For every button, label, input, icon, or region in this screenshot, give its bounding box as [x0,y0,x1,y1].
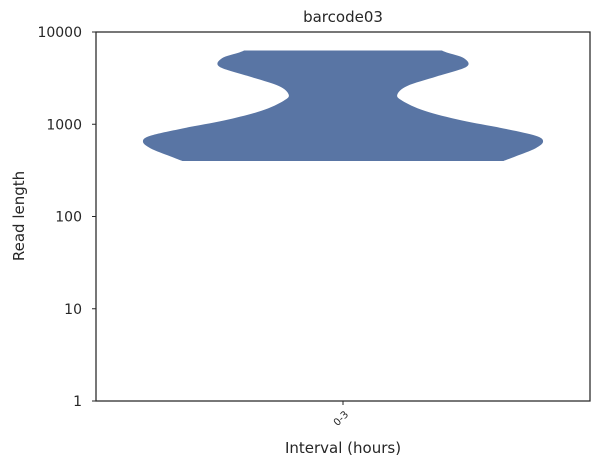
violin-body [142,50,544,161]
y-axis-label: Read length [10,171,28,261]
plot-area [142,50,544,161]
y-tick-label: 10 [64,302,82,318]
y-tick-label: 10000 [37,25,82,41]
y-tick-label: 1000 [46,117,82,133]
x-axis-label: Interval (hours) [285,439,401,457]
y-axis-ticks: 1 10 100 1000 10000 [37,25,96,410]
y-tick-label: 1 [73,394,82,410]
x-tick-label: 0-3 [332,409,351,428]
chart-title: barcode03 [303,8,383,26]
x-axis-ticks: 0-3 [332,401,351,429]
plot-frame [95,31,591,402]
y-tick-label: 100 [55,210,82,226]
